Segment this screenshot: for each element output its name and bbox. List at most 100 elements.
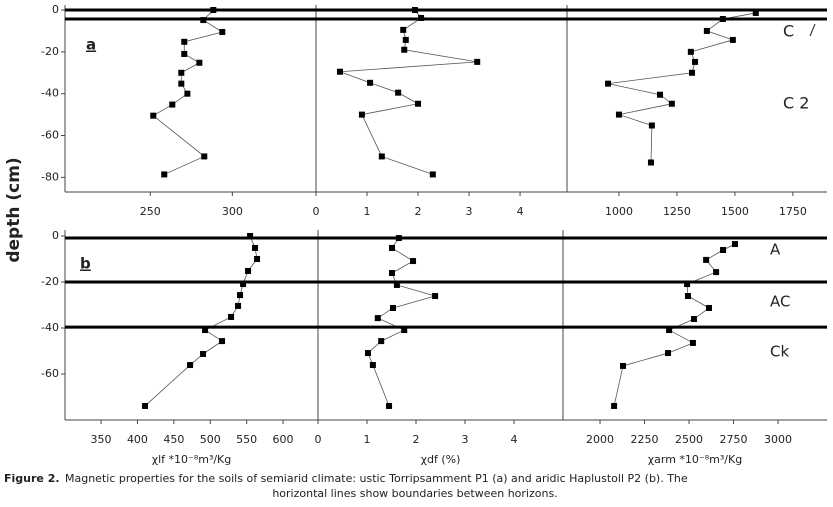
data-point (713, 269, 720, 276)
x-tick-label: 4 (517, 205, 524, 218)
data-point (432, 293, 439, 300)
data-point (389, 304, 396, 311)
x-tick-label: 350 (91, 433, 112, 446)
data-point (161, 171, 168, 178)
x-tick-label: 2000 (586, 433, 614, 446)
horizon-label: Ck (770, 343, 789, 361)
y-tick-label: -60 (41, 129, 59, 142)
x-tick-label: 600 (273, 433, 294, 446)
horizon-label: AC (770, 293, 790, 311)
caption-text: Magnetic properties for the soils of sem… (65, 472, 688, 485)
x-tick-label: 0 (313, 205, 320, 218)
x-tick-label: 1500 (721, 205, 749, 218)
data-point (336, 68, 343, 75)
data-point (415, 100, 422, 107)
x-tick-label: 3 (462, 433, 469, 446)
y-tick-label: -20 (41, 275, 59, 288)
y-tick-label: -20 (41, 45, 59, 58)
data-line (339, 9, 478, 175)
x-tick-label: 4 (511, 433, 518, 446)
x-axis-label: χdf (%) (421, 453, 461, 466)
data-point (705, 304, 712, 311)
x-tick-label: 500 (200, 433, 221, 446)
data-point (689, 69, 696, 76)
data-point (684, 281, 691, 288)
y-axis-label: depth (cm) (4, 157, 24, 262)
x-tick-label: 2 (413, 433, 420, 446)
data-point (364, 350, 371, 357)
data-point (666, 327, 673, 334)
x-tick-label: 450 (163, 433, 184, 446)
data-point (657, 91, 664, 98)
x-axis-label: χarm *10⁻⁸m³/Kg (648, 453, 742, 466)
data-point (184, 90, 191, 97)
x-tick-label: 2750 (720, 433, 748, 446)
y-tick-label: 0 (52, 3, 59, 16)
data-point (611, 402, 618, 409)
data-point (178, 69, 185, 76)
data-point (720, 247, 727, 254)
panel-label: a (86, 36, 96, 54)
x-tick-label: 1000 (605, 205, 633, 218)
data-point (393, 281, 400, 288)
data-point (181, 50, 188, 57)
data-point (689, 339, 696, 346)
data-point (703, 27, 710, 34)
x-tick-label: 1 (364, 205, 371, 218)
x-tick-label: 1 (364, 433, 371, 446)
data-point (752, 9, 759, 16)
data-point (235, 302, 242, 309)
data-point (252, 244, 259, 251)
data-point (647, 159, 654, 166)
data-point (401, 46, 408, 53)
data-point (378, 338, 385, 345)
data-point (254, 255, 261, 262)
data-point (691, 316, 698, 323)
data-line (367, 237, 437, 407)
data-point (684, 293, 691, 300)
data-line (607, 12, 756, 163)
data-point (219, 338, 226, 345)
x-tick-label: 1250 (663, 205, 691, 218)
data-point (402, 36, 409, 43)
data-point (228, 313, 235, 320)
x-tick-label: 250 (140, 205, 161, 218)
data-point (648, 122, 655, 129)
data-point (196, 59, 203, 66)
x-tick-label: 0 (315, 433, 322, 446)
x-tick-label: 2250 (631, 433, 659, 446)
x-tick-label: 300 (222, 205, 243, 218)
data-point (237, 292, 244, 299)
caption-label: Figure 2. (4, 472, 60, 485)
data-point (367, 79, 374, 86)
x-tick-label: 1750 (779, 205, 807, 218)
data-point (200, 350, 207, 357)
data-point (388, 270, 395, 277)
data-point (729, 36, 736, 43)
x-tick-label: 3000 (764, 433, 792, 446)
data-point (401, 327, 408, 334)
horizon-label: C (783, 22, 794, 41)
horizon-label: C 2 (783, 94, 809, 113)
data-point (169, 101, 176, 108)
data-point (665, 350, 672, 357)
y-tick-label: 0 (52, 229, 59, 242)
horizon-label: A (770, 241, 781, 259)
data-point (358, 111, 365, 118)
data-point (374, 315, 381, 322)
data-point (240, 281, 247, 288)
mark-slash (809, 23, 816, 37)
y-tick-label: -40 (41, 321, 59, 334)
data-point (619, 362, 626, 369)
data-point (410, 258, 417, 265)
panel-label: b (80, 255, 91, 273)
x-tick-label: 400 (127, 433, 148, 446)
y-tick-label: -40 (41, 87, 59, 100)
data-point (692, 58, 699, 65)
data-point (245, 267, 252, 274)
data-point (369, 362, 376, 369)
data-point (400, 26, 407, 33)
data-point (605, 80, 612, 87)
x-tick-label: 2500 (675, 433, 703, 446)
data-point (687, 48, 694, 55)
